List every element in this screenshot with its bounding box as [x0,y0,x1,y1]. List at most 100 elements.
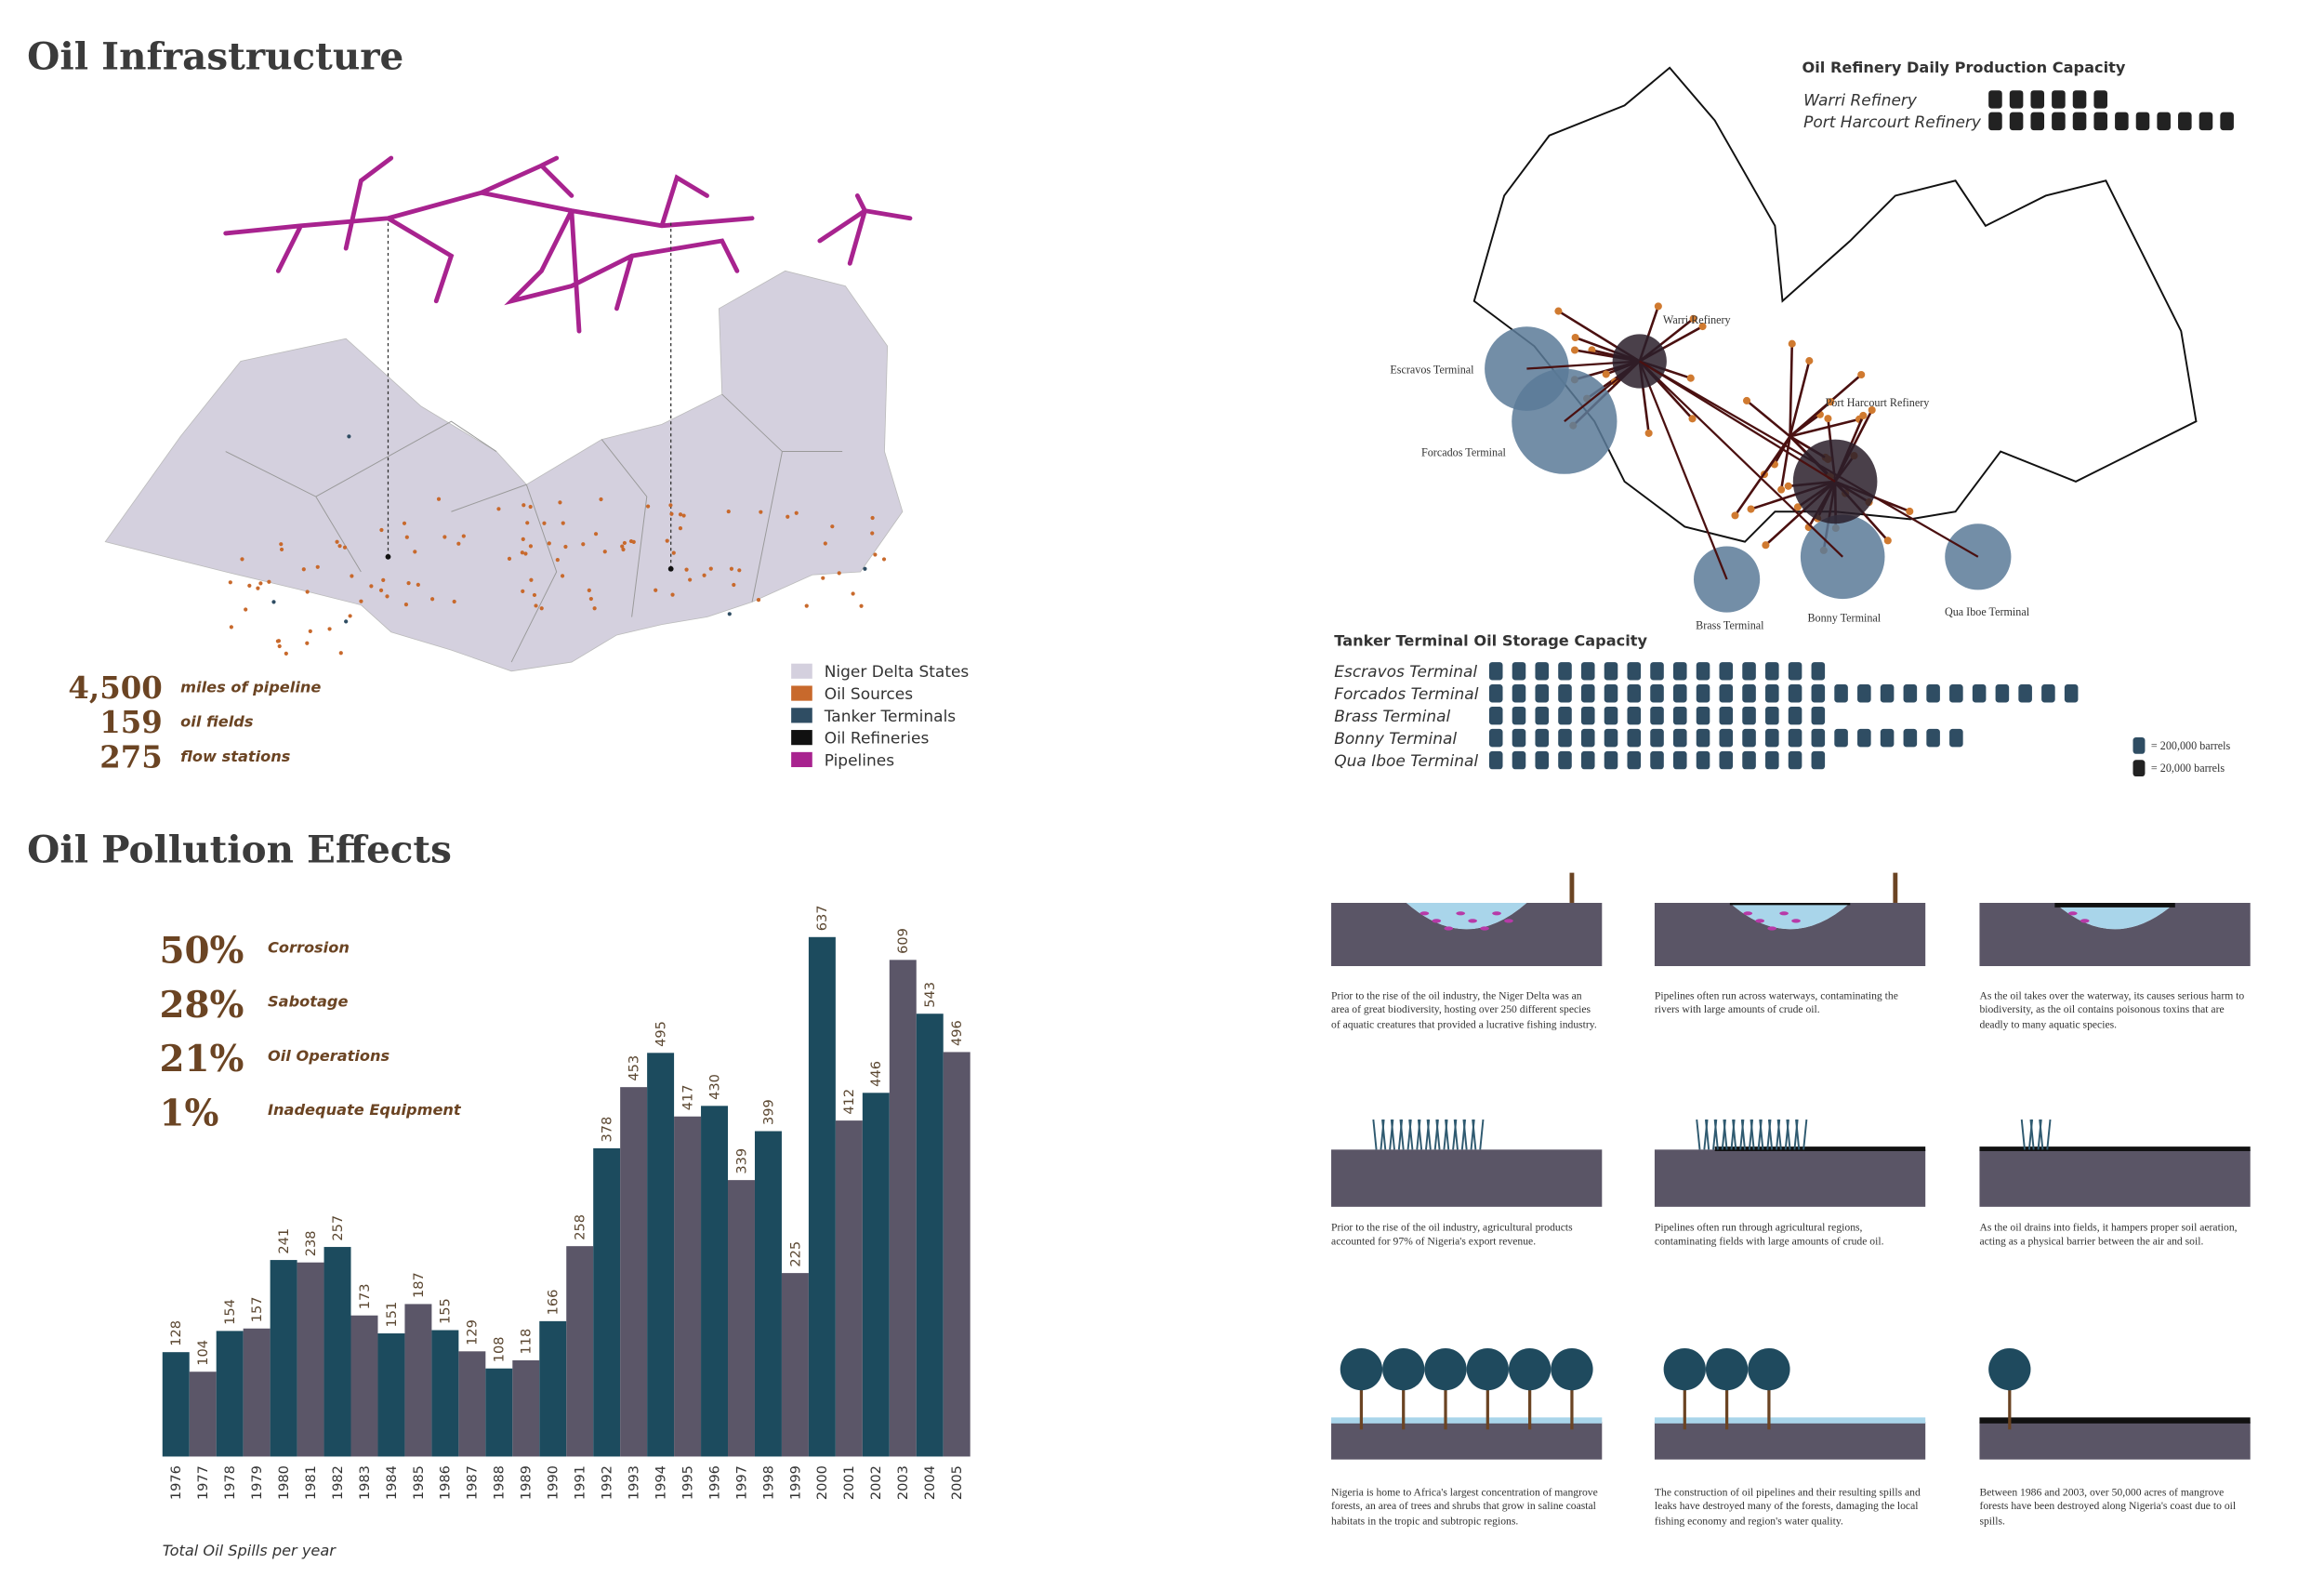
oil-source [1824,415,1832,423]
crop [2020,1119,2026,1150]
oil-source [240,557,244,562]
oil-source [1686,374,1695,382]
barrel-icon [2178,112,2192,131]
canopy [1551,1347,1593,1391]
oil-source [542,521,547,525]
oil-source [1857,370,1866,379]
map-label: Warri Refinery [1663,313,1732,326]
caption: As the oil takes over the waterway, its … [1979,989,2245,1031]
oil-source [668,503,673,508]
map-label: Bonny Terminal [1807,611,1881,624]
fish [2067,911,2078,916]
pipeline [1789,343,1794,437]
fish [1779,911,1789,916]
x-tick-label: 1994 [653,1465,668,1500]
key-icon [2133,736,2146,754]
oil-source [416,582,420,588]
oil-source [759,510,763,514]
x-tick-label: 2000 [814,1465,830,1500]
row-label: Qua Iboe Terminal [1334,752,1478,771]
crop [1445,1119,1450,1150]
value-label: 155 [438,1298,454,1324]
pipelines [223,155,913,334]
bar [647,1053,675,1457]
barrel-icon [1742,750,1756,770]
bar [701,1106,729,1457]
pipeline [1746,399,1791,438]
value-label: 446 [868,1061,884,1087]
barrel-icon [1512,706,1526,725]
bar [404,1304,432,1457]
barrel-icon [1512,662,1526,681]
x-tick-label: 1997 [733,1465,749,1500]
crop [1453,1119,1459,1150]
oil-source [654,588,658,592]
bar [674,1116,702,1457]
oil-source [599,497,603,502]
oil-source [830,524,835,529]
barrel-icon [1673,750,1687,770]
oil-source [1777,485,1786,494]
oil-source [688,577,693,582]
oil-source [737,568,742,573]
fish [1767,926,1777,931]
oil-source [496,507,501,511]
oil-source [592,606,597,611]
barrel-icon [1719,706,1734,725]
oil-source [369,584,374,589]
barrel-icon [1696,662,1710,681]
x-tick-label: 1981 [303,1465,319,1500]
caption-box: Prior to the rise of the oil industry, a… [1331,1222,1573,1249]
map-label: Port Harcourt Refinery [1826,396,1931,409]
refinery [385,553,391,560]
ground [1331,1422,1603,1460]
barrel-icon [1673,706,1687,725]
oil-source [708,566,713,571]
barrel-icon [1811,750,1826,770]
crop [1759,1119,1764,1150]
caption-box: As the oil drains into fields, it hamper… [1979,1222,2237,1248]
oil-source [244,607,248,612]
barrel-icon [1535,706,1550,725]
barrel-icon [1926,684,1940,703]
barrel-icon [2052,90,2066,109]
oil-source [1698,323,1707,331]
effects-panels: Prior to the rise of the oil industry, t… [1331,872,2251,1528]
crop [2029,1119,2035,1150]
pipeline [1789,360,1811,437]
barrel-icon [1580,662,1595,681]
ground [1979,1149,2251,1207]
section-title: Oil Refinery Daily Production Capacity [1802,59,2126,76]
oil-source [520,550,524,555]
bar [916,1014,944,1457]
barrel-icon [1580,684,1595,703]
fish [1504,919,1513,923]
caption: Prior to the rise of the oil industry, a… [1331,1222,1573,1249]
oil-source [279,542,284,547]
barrel-icon [1972,684,1987,703]
barrel-icon [2041,684,2055,703]
barrel-icon [1742,662,1756,681]
barrel-icon [1604,728,1618,748]
value-label: 166 [546,1290,561,1316]
oil-source [430,597,435,602]
caption: Nigeria is home to Africa's largest conc… [1331,1486,1598,1528]
state-border [225,393,843,663]
crop [1704,1119,1710,1150]
barrel-icon [2030,112,2045,131]
oil-source [1859,411,1868,420]
oil-source [279,547,284,552]
crop [1732,1119,1737,1150]
value-label: 609 [895,928,911,954]
crop [1472,1119,1477,1150]
pipeline [1638,361,1728,580]
ground [1654,1422,1926,1460]
oil-source [452,599,456,604]
barrel-icon [2135,112,2150,131]
fish [1791,919,1801,923]
barrel-icon [2018,684,2032,703]
value-label: 378 [600,1117,615,1143]
legend-label: Tanker Terminals [824,708,957,726]
oil-source [456,541,461,546]
crop [1740,1119,1746,1150]
